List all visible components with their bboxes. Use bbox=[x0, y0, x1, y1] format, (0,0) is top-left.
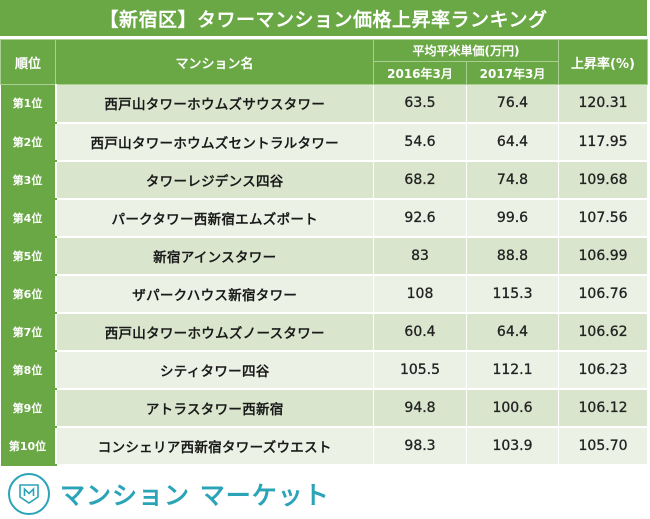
header-year-2017: 2017年3月 bbox=[465, 61, 560, 85]
name-cell: 西戸山タワーホウムズサウスタワー bbox=[55, 84, 374, 124]
table-row: 第2位 西戸山タワーホウムズセントラルタワー 54.6 64.4 117.95 bbox=[0, 122, 649, 162]
rank-cell: 第2位 bbox=[0, 122, 57, 162]
header-year-2016: 2016年3月 bbox=[373, 61, 467, 85]
table-row: 第5位 新宿アインスタワー 83 88.8 106.99 bbox=[0, 236, 649, 276]
rate-cell: 105.70 bbox=[558, 426, 649, 466]
rank-cell: 第1位 bbox=[0, 84, 57, 124]
table-row: 第8位 シティタワー四谷 105.5 112.1 106.23 bbox=[0, 350, 649, 390]
price-2017-cell: 64.4 bbox=[466, 122, 560, 162]
logo-text: マンション マーケット bbox=[60, 481, 330, 510]
rank-cell: 第9位 bbox=[0, 388, 57, 428]
table-row: 第1位 西戸山タワーホウムズサウスタワー 63.5 76.4 120.31 bbox=[0, 84, 649, 124]
price-2017-cell: 112.1 bbox=[466, 350, 560, 390]
rank-cell: 第4位 bbox=[0, 198, 57, 238]
price-2016-cell: 60.4 bbox=[373, 312, 467, 352]
rate-cell: 117.95 bbox=[558, 122, 649, 162]
table-row: 第7位 西戸山タワーホウムズノースタワー 60.4 64.4 106.62 bbox=[0, 312, 649, 352]
table-row: 第9位 アトラスタワー西新宿 94.8 100.6 106.12 bbox=[0, 388, 649, 428]
price-2016-cell: 68.2 bbox=[373, 160, 467, 200]
rank-cell: 第8位 bbox=[0, 350, 57, 390]
name-cell: パークタワー西新宿エムズポート bbox=[55, 198, 374, 238]
name-cell: シティタワー四谷 bbox=[55, 350, 374, 390]
price-2016-cell: 108 bbox=[373, 274, 467, 314]
rate-cell: 109.68 bbox=[558, 160, 649, 200]
price-2017-cell: 115.3 bbox=[466, 274, 560, 314]
shield-icon bbox=[19, 484, 39, 504]
price-2016-cell: 92.6 bbox=[373, 198, 467, 238]
name-cell: 西戸山タワーホウムズセントラルタワー bbox=[55, 122, 374, 162]
rate-cell: 106.99 bbox=[558, 236, 649, 276]
name-cell: 新宿アインスタワー bbox=[55, 236, 374, 276]
page-title: 【新宿区】タワーマンション価格上昇率ランキング bbox=[0, 0, 647, 36]
rate-cell: 106.23 bbox=[558, 350, 649, 390]
header-price-group: 平均平米単価(万円) bbox=[372, 39, 560, 62]
header-name: マンション名 bbox=[55, 39, 374, 85]
rank-cell: 第7位 bbox=[0, 312, 57, 352]
name-cell: タワーレジデンス四谷 bbox=[55, 160, 374, 200]
price-2017-cell: 103.9 bbox=[466, 426, 560, 466]
price-2016-cell: 63.5 bbox=[373, 84, 467, 124]
price-2017-cell: 64.4 bbox=[466, 312, 560, 352]
price-2016-cell: 54.6 bbox=[373, 122, 467, 162]
table-row: 第4位 パークタワー西新宿エムズポート 92.6 99.6 107.56 bbox=[0, 198, 649, 238]
rank-cell: 第6位 bbox=[0, 274, 57, 314]
brand-logo: マンション マーケット bbox=[8, 472, 330, 516]
price-2016-cell: 94.8 bbox=[373, 388, 467, 428]
price-2017-cell: 99.6 bbox=[466, 198, 560, 238]
rank-cell: 第5位 bbox=[0, 236, 57, 276]
header-rate: 上昇率(%) bbox=[558, 39, 649, 85]
price-2016-cell: 98.3 bbox=[373, 426, 467, 466]
header-rank: 順位 bbox=[0, 39, 56, 85]
ranking-table: 順位 マンション名 平均平米単価(万円) 上昇率(%) 2016年3月 2017… bbox=[0, 39, 649, 466]
name-cell: ザパークハウス新宿タワー bbox=[55, 274, 374, 314]
price-2016-cell: 83 bbox=[373, 236, 467, 276]
price-2017-cell: 76.4 bbox=[466, 84, 560, 124]
price-2017-cell: 74.8 bbox=[466, 160, 560, 200]
table-row: 第10位 コンシェリア西新宿タワーズウエスト 98.3 103.9 105.70 bbox=[0, 426, 649, 466]
name-cell: アトラスタワー西新宿 bbox=[55, 388, 374, 428]
rate-cell: 106.62 bbox=[558, 312, 649, 352]
rate-cell: 120.31 bbox=[558, 84, 649, 124]
price-2017-cell: 88.8 bbox=[466, 236, 560, 276]
rank-cell: 第10位 bbox=[0, 426, 57, 466]
table-row: 第3位 タワーレジデンス四谷 68.2 74.8 109.68 bbox=[0, 160, 649, 200]
table-row: 第6位 ザパークハウス新宿タワー 108 115.3 106.76 bbox=[0, 274, 649, 314]
name-cell: 西戸山タワーホウムズノースタワー bbox=[55, 312, 374, 352]
rate-cell: 106.76 bbox=[558, 274, 649, 314]
rank-cell: 第3位 bbox=[0, 160, 57, 200]
name-cell: コンシェリア西新宿タワーズウエスト bbox=[55, 426, 374, 466]
price-2017-cell: 100.6 bbox=[466, 388, 560, 428]
rate-cell: 107.56 bbox=[558, 198, 649, 238]
rate-cell: 106.12 bbox=[558, 388, 649, 428]
m-shield-icon bbox=[8, 473, 50, 515]
price-2016-cell: 105.5 bbox=[373, 350, 467, 390]
